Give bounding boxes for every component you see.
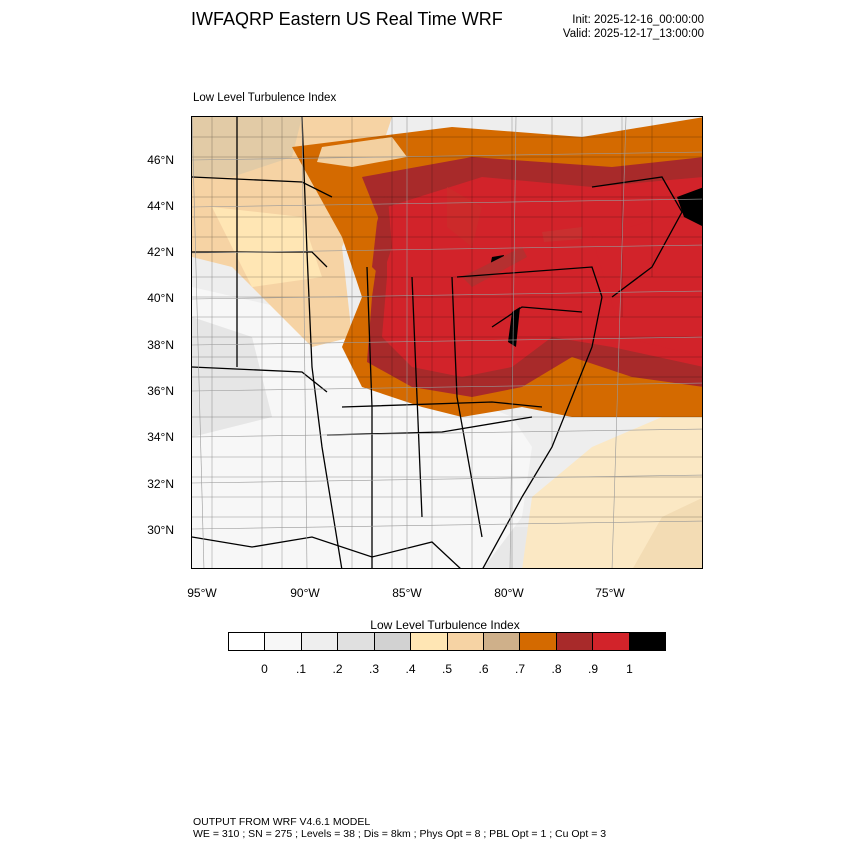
colorbar-tick-label: .4 — [405, 662, 416, 676]
colorbar-tick-label: 0 — [261, 662, 268, 676]
colorbar-tick-label: .6 — [478, 662, 489, 676]
lat-label-38n: 38°N — [147, 338, 174, 352]
plot-title: Low Level Turbulence Index — [193, 92, 337, 104]
lon-label-85w: 85°W — [392, 586, 422, 600]
colorbar-tick-label: .2 — [332, 662, 343, 676]
lon-label-90w: 90°W — [290, 586, 320, 600]
lake-michigan — [372, 187, 392, 277]
colorbar-tick-label: .9 — [587, 662, 598, 676]
colorbar-swatch — [447, 633, 484, 650]
colorbar-swatch — [338, 633, 375, 650]
colorbar-swatch — [593, 633, 630, 650]
lat-label-30n: 30°N — [147, 523, 174, 537]
colorbar-tick-label: 1 — [626, 662, 633, 676]
lon-label-75w: 75°W — [595, 586, 625, 600]
iowa-light-region — [212, 207, 322, 287]
valid-time: Valid: 2025-12-17_13:00:00 — [562, 28, 704, 40]
colorbar-swatch — [374, 633, 412, 650]
lat-label-42n: 42°N — [147, 245, 174, 259]
maine-black-spot — [677, 187, 702, 226]
colorbar-title: Low Level Turbulence Index — [370, 618, 520, 632]
colorbar-tick-label: .8 — [551, 662, 562, 676]
main-title: IWFAQRP Eastern US Real Time WRF — [191, 9, 503, 29]
lat-label-36n: 36°N — [147, 384, 174, 398]
lat-label-34n: 34°N — [147, 430, 174, 444]
graticule — [192, 117, 702, 568]
southeast-region — [192, 287, 532, 568]
colorbar-swatch — [629, 633, 666, 650]
atlantic-tan-zone — [633, 497, 702, 568]
init-valid-times: Init: 2025-12-16_00:00:00 Valid: 2025-12… — [520, 13, 704, 41]
colorbar-swatch — [301, 633, 339, 650]
lat-label-46n: 46°N — [147, 153, 174, 167]
colorbar — [228, 632, 666, 651]
colorbar-tick-label: .7 — [514, 662, 525, 676]
init-time: Init: 2025-12-16_00:00:00 — [572, 14, 704, 26]
colorbar-swatch — [520, 633, 557, 650]
lon-label-95w: 95°W — [187, 586, 217, 600]
map-panel — [191, 116, 703, 569]
colorbar-swatch — [411, 633, 448, 650]
lon-label-80w: 80°W — [494, 586, 524, 600]
northwest-tan-region — [192, 117, 302, 177]
footer-line-1: OUTPUT FROM WRF V4.6.1 MODEL — [193, 816, 371, 828]
colorbar-swatch — [483, 633, 521, 650]
footer-line-2: WE = 310 ; SN = 275 ; Levels = 38 ; Dis … — [193, 828, 607, 840]
turbulence-map — [192, 117, 702, 568]
colorbar-swatch — [556, 633, 594, 650]
colorbar-tick-label: .3 — [368, 662, 379, 676]
lat-label-40n: 40°N — [147, 291, 174, 305]
lat-label-32n: 32°N — [147, 477, 174, 491]
colorbar-tick-label: .1 — [295, 662, 306, 676]
colorbar-swatch — [265, 633, 302, 650]
lat-label-44n: 44°N — [147, 199, 174, 213]
lake-superior — [317, 137, 407, 167]
model-footer: OUTPUT FROM WRF V4.6.1 MODEL WE = 310 ; … — [193, 816, 606, 840]
colorbar-tick-label: .5 — [441, 662, 452, 676]
colorbar-swatch — [229, 633, 266, 650]
